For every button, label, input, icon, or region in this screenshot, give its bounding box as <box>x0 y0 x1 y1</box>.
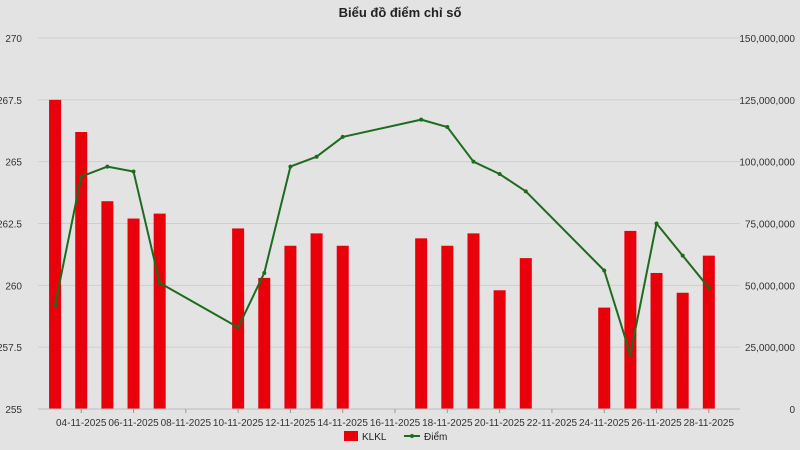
y-right-tick-label: 50,000,000 <box>745 281 795 292</box>
y-right-tick-label: 25,000,000 <box>745 343 795 354</box>
y-left-tick-label: 262.5 <box>0 220 22 231</box>
x-tick-label: 04-11-2025 <box>56 418 107 429</box>
legend-label-klkl: KLKL <box>362 432 387 443</box>
y-left-tick-label: 260 <box>5 281 22 292</box>
y-left-tick-label: 255 <box>5 405 22 416</box>
x-tick-label: 24-11-2025 <box>579 418 630 429</box>
point-diem <box>314 154 319 159</box>
point-diem <box>419 117 424 122</box>
bar-klkl <box>467 233 480 409</box>
bar-klkl <box>127 218 140 409</box>
bar-klkl <box>49 99 62 409</box>
bar-klkl <box>624 230 637 409</box>
point-diem <box>79 174 84 179</box>
point-diem <box>53 303 58 308</box>
y-left-tick-label: 257.5 <box>0 343 22 354</box>
legend-marker-diem <box>410 434 414 438</box>
legend-item-diem: Điểm <box>404 431 447 443</box>
bar-klkl <box>415 238 428 409</box>
x-tick-label: 20-11-2025 <box>474 418 525 429</box>
point-diem <box>706 285 711 290</box>
bar-klkl <box>702 255 715 409</box>
point-diem <box>445 125 450 130</box>
y-right-tick-label: 0 <box>789 405 795 416</box>
right-y-axis: 0 25,000,000 50,000,000 75,000,000 100,000,0… <box>739 34 795 416</box>
legend-swatch-klkl <box>344 431 358 441</box>
bar-klkl <box>598 307 611 409</box>
x-tick-label: 06-11-2025 <box>108 418 159 429</box>
x-tick-label: 12-11-2025 <box>265 418 316 429</box>
y-right-tick-label: 100,000,000 <box>739 158 795 169</box>
bar-klkl <box>493 290 506 409</box>
x-tick-label: 28-11-2025 <box>684 418 735 429</box>
bar-klkl <box>284 245 297 409</box>
x-tick-label: 18-11-2025 <box>422 418 473 429</box>
point-diem <box>497 172 502 177</box>
bar-klkl <box>153 213 166 409</box>
legend-label-diem: Điểm <box>424 431 447 443</box>
point-diem <box>131 169 136 174</box>
x-tick-label: 26-11-2025 <box>631 418 682 429</box>
bar-klkl <box>676 292 689 409</box>
point-diem <box>105 164 110 169</box>
x-tick-label: 16-11-2025 <box>370 418 421 429</box>
bar-klkl <box>441 245 454 409</box>
bar-klkl <box>75 131 88 409</box>
point-diem <box>602 268 607 273</box>
x-tick-label: 14-11-2025 <box>318 418 369 429</box>
bar-klkl <box>336 245 349 409</box>
left-y-axis: 255 257.5 260 262.5 265 267.5 270 <box>0 34 22 416</box>
point-diem <box>523 189 528 194</box>
y-left-tick-label: 265 <box>5 158 22 169</box>
point-diem <box>157 280 162 285</box>
x-tick-label: 22-11-2025 <box>527 418 578 429</box>
y-right-tick-label: 150,000,000 <box>739 34 795 45</box>
y-right-tick-label: 75,000,000 <box>745 220 795 231</box>
bar-klkl <box>258 277 271 409</box>
y-left-tick-label: 270 <box>5 34 22 45</box>
bar-klkl <box>310 233 323 409</box>
line-diem <box>54 118 710 356</box>
bar-klkl <box>650 272 663 409</box>
bar-klkl <box>519 258 532 409</box>
x-tick-label: 08-11-2025 <box>161 418 212 429</box>
point-diem <box>680 253 685 258</box>
point-diem <box>340 134 345 139</box>
bar-series-klkl <box>49 99 715 409</box>
y-right-tick-label: 125,000,000 <box>739 96 795 107</box>
point-diem <box>654 221 659 226</box>
line-series-diem <box>53 117 711 357</box>
x-axis: 04-11-2025 06-11-2025 08-11-2025 10-11-2025… <box>38 408 740 429</box>
legend-item-klkl: KLKL <box>344 431 387 443</box>
point-diem <box>262 270 267 275</box>
x-tick-label: 10-11-2025 <box>213 418 264 429</box>
bar-klkl <box>232 228 245 409</box>
y-left-tick-label: 267.5 <box>0 96 22 107</box>
point-diem <box>236 325 241 330</box>
point-diem <box>288 164 293 169</box>
chart-title: Biểu đồ điểm chỉ số <box>339 5 462 20</box>
legend[interactable]: KLKL Điểm <box>344 431 447 443</box>
point-diem <box>628 352 633 357</box>
bar-klkl <box>101 201 114 409</box>
point-diem <box>471 159 476 164</box>
